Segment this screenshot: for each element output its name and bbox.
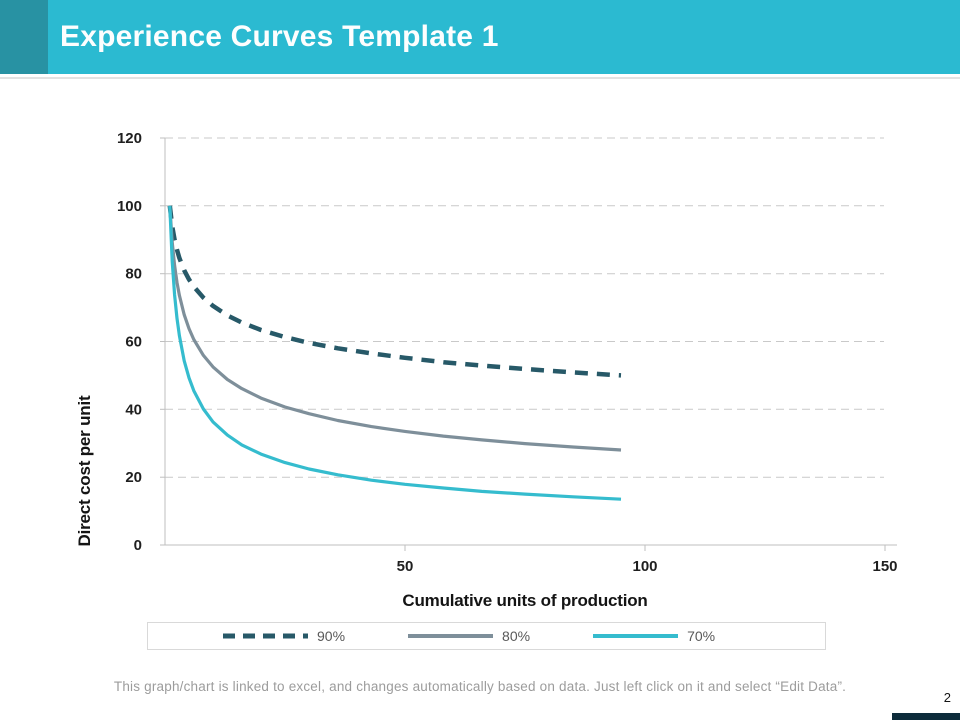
svg-text:40: 40	[125, 401, 142, 418]
chart-plot: 0 20 40 60 80 100 120 50 100 150	[117, 130, 898, 575]
svg-text:100: 100	[632, 558, 657, 575]
header: Experience Curves Template 1	[0, 0, 960, 74]
svg-text:150: 150	[872, 558, 897, 575]
svg-text:100: 100	[117, 198, 142, 215]
page-number-bar	[892, 713, 960, 720]
experience-curves-chart[interactable]: 0 20 40 60 80 100 120 50 100 150 Direct cost per …	[0, 90, 960, 650]
header-accent-block	[0, 0, 48, 74]
page-number: 2	[943, 690, 951, 705]
legend-line-swatch	[593, 634, 679, 638]
legend-label: 90%	[317, 628, 346, 644]
legend-label: 70%	[687, 628, 716, 644]
chart-legend: 90% 80% 70%	[147, 622, 826, 650]
svg-text:20: 20	[125, 469, 142, 486]
x-axis-title: Cumulative units of production	[402, 591, 648, 610]
legend-line-swatch	[408, 634, 494, 638]
legend-item-80: 80%	[408, 628, 530, 644]
legend-item-70: 70%	[593, 628, 715, 644]
svg-text:50: 50	[397, 558, 414, 575]
legend-line-swatch	[223, 633, 308, 639]
header-divider	[0, 77, 960, 79]
svg-text:60: 60	[125, 334, 142, 351]
svg-text:120: 120	[117, 130, 142, 147]
svg-text:80: 80	[125, 266, 142, 283]
slide-title: Experience Curves Template 1	[60, 20, 499, 53]
legend-item-90: 90%	[223, 628, 345, 644]
y-axis-title: Direct cost per unit	[75, 395, 94, 547]
svg-text:0: 0	[134, 537, 142, 554]
legend-label: 80%	[502, 628, 531, 644]
footer-note: This graph/chart is linked to excel, and…	[113, 679, 847, 694]
